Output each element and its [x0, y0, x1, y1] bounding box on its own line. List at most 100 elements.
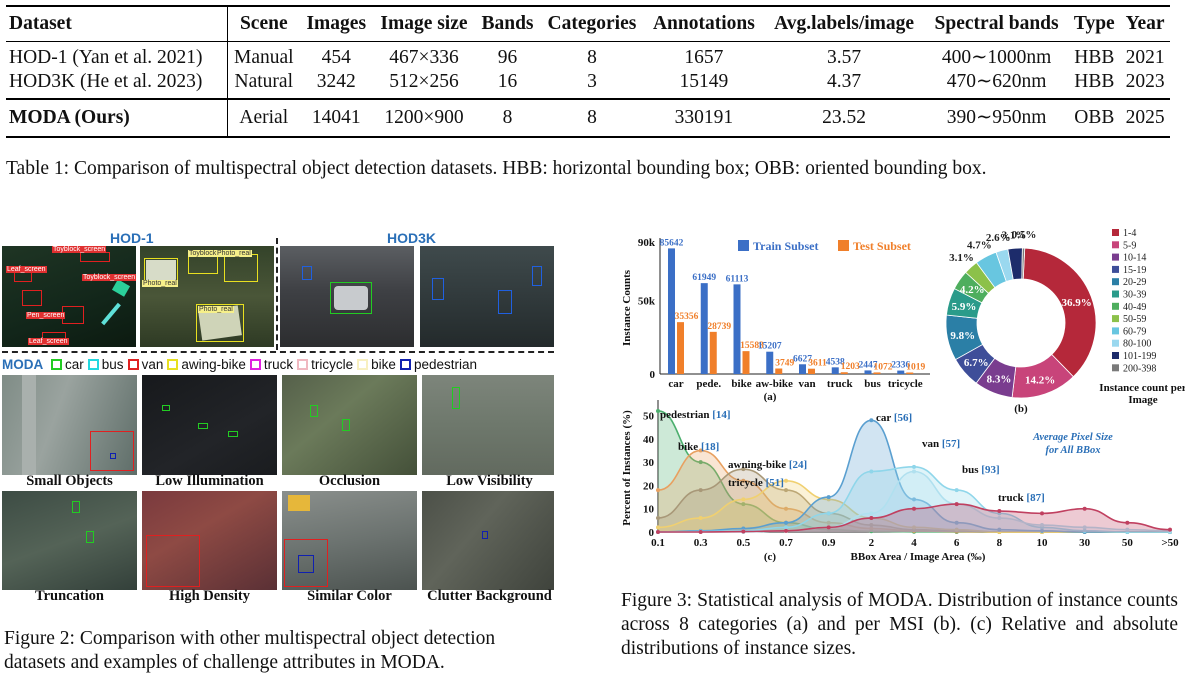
- hod1-image-2: [140, 246, 274, 347]
- pie-legend-label: 20-29: [1123, 277, 1146, 288]
- object-tag: Photo_real: [142, 280, 178, 287]
- box: [342, 419, 350, 431]
- series-label: car [56]: [876, 412, 912, 424]
- donut-label: 4.2%: [960, 284, 985, 296]
- area-point-bus: [1082, 525, 1087, 530]
- area-point-tricycle: [954, 527, 959, 532]
- box: [532, 266, 542, 286]
- col-header: Type: [1073, 12, 1115, 34]
- area-point-truck: [1082, 506, 1087, 511]
- legend-label: car: [65, 357, 84, 372]
- box: [310, 405, 318, 417]
- legend-label: Train Subset: [753, 239, 818, 253]
- bar-value-label: 3749: [775, 359, 794, 369]
- pie-legend-swatch: [1112, 364, 1119, 372]
- donut-label: 36.9%: [1062, 297, 1092, 309]
- figure-2: HOD-1 HOD3K MODA car bus van awing-bike truc…: [2, 230, 554, 608]
- area-point-car: [954, 520, 959, 525]
- table-cell: 390∼950nm: [946, 106, 1047, 128]
- object-tag: Photo_real: [198, 306, 234, 313]
- label-clutter-background: Clutter Background: [427, 588, 552, 604]
- moda-image-clutter-background: [422, 491, 554, 590]
- y-axis-label: Instance Counts: [621, 269, 633, 346]
- pie-legend-label: 60-79: [1123, 326, 1146, 337]
- hod3k-image-2: [420, 246, 554, 347]
- object-tag: Toyblock_screen: [52, 246, 107, 253]
- x-tick-label: bike: [731, 378, 751, 390]
- bar-value-label: 28739: [707, 322, 731, 332]
- x-tick-label: 6: [954, 537, 960, 549]
- series-label: pedestrian [14]: [660, 409, 731, 421]
- col-header: Dataset: [6, 6, 228, 41]
- col-header: Avg.labels/image: [774, 12, 915, 34]
- bar-train-subset: [897, 370, 905, 374]
- x-tick-label: 4: [911, 537, 917, 549]
- area-point-bus: [912, 469, 916, 474]
- area-point-van: [1082, 528, 1087, 533]
- legend-label: bus: [101, 357, 124, 372]
- divider: [2, 351, 554, 353]
- donut-label: 6.7%: [964, 357, 989, 369]
- area-point-car: [869, 418, 874, 423]
- figure-3-svg: 0 50k 90k Instance Counts 85642 35356 car 61949…: [621, 228, 1185, 563]
- table-cell: MODA (Ours): [6, 98, 228, 137]
- hod3k-image-1: [280, 246, 414, 347]
- box: [284, 539, 328, 587]
- box: [72, 501, 80, 513]
- donut-label: 9.8%: [950, 330, 975, 342]
- pie-legend-swatch: [1112, 265, 1119, 273]
- area-point-pedestrian: [869, 529, 874, 534]
- table-row: HOD-1 (Yan et al. 2021) Manual 454 467×3…: [6, 41, 1170, 70]
- area-fill-pedestrian: [658, 410, 1170, 532]
- area-point-truck: [912, 506, 916, 511]
- pie-legend-label: 40-49: [1123, 302, 1146, 313]
- legend-label: pedestrian: [413, 357, 477, 372]
- bar-train-subset: [799, 364, 806, 374]
- area-point-truck: [826, 525, 831, 530]
- col-header: Annotations: [652, 12, 755, 34]
- pie-legend-label: 30-39: [1123, 290, 1146, 301]
- series-avg: [56]: [894, 412, 912, 424]
- area-point-car: [997, 527, 1002, 532]
- area-point-pedestrian: [741, 502, 746, 507]
- box: [228, 431, 238, 437]
- area-point-truck: [741, 529, 746, 534]
- car-shape: [334, 286, 368, 310]
- series-label: bus [93]: [962, 464, 1000, 476]
- pie-legend-label: 80-100: [1123, 339, 1151, 350]
- x-tick-label: 0.9: [822, 537, 836, 549]
- area-point-pedestrian: [656, 408, 660, 413]
- box: [90, 431, 134, 471]
- bar-value-label: 1203: [841, 362, 860, 372]
- label-low-visibility: Low Visibility: [446, 473, 533, 489]
- label-similar-color: Similar Color: [307, 588, 392, 604]
- table-cell: HBB: [1074, 70, 1115, 92]
- y-tick-label: 50: [643, 411, 655, 423]
- table-cell: 454: [321, 46, 351, 68]
- area-point-truck: [869, 516, 874, 521]
- bar-test-subset: [873, 372, 881, 374]
- bar-test-subset: [742, 351, 750, 374]
- table-cell: 1657: [684, 46, 724, 68]
- area-point-van: [784, 525, 788, 530]
- object-tag: Leaf_screen: [28, 338, 69, 345]
- legend-swatch: [51, 359, 63, 370]
- pie-legend-swatch: [1112, 278, 1119, 286]
- x-tick-label: 0.1: [651, 537, 665, 549]
- legend-swatch: [738, 240, 749, 251]
- x-tick-label: pede.: [696, 378, 721, 390]
- series-label: van [57]: [922, 438, 960, 450]
- pie-legend-label: 1-4: [1123, 228, 1136, 239]
- moda-legend: MODA car bus van awing-bike truck tricycle bik…: [2, 357, 477, 372]
- bar-value-label: 1072: [874, 362, 893, 372]
- legend-swatch: [297, 359, 309, 370]
- leaf-shape: [111, 279, 131, 297]
- label-high-density: High Density: [169, 588, 250, 604]
- col-header: Year: [1125, 12, 1165, 34]
- area-point-van: [826, 511, 831, 516]
- col-header: Categories: [547, 12, 637, 34]
- table-cell: 8: [587, 46, 597, 68]
- series-label: bike [18]: [678, 441, 719, 453]
- label-truncation: Truncation: [34, 588, 105, 604]
- y-tick-label: 90k: [638, 237, 656, 249]
